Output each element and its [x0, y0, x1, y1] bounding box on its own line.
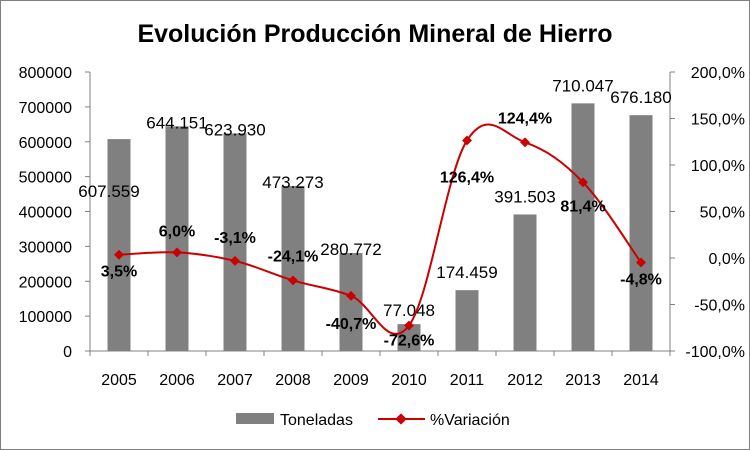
bar-data-label: 644.151 — [146, 113, 207, 132]
point-data-label: -40,7% — [326, 316, 377, 333]
y-left-tick-label: 100000 — [19, 309, 72, 326]
x-tick-label: 2012 — [507, 372, 543, 389]
bar-data-label: 280.772 — [320, 240, 381, 259]
y-left-tick-label: 200000 — [19, 274, 72, 291]
bar-data-label: 473.273 — [262, 173, 323, 192]
point-data-label: 6,0% — [159, 223, 195, 240]
x-tick-label: 2011 — [450, 372, 485, 389]
y-left-tick-label: 600000 — [19, 135, 72, 152]
point-data-label: -24,1% — [268, 248, 319, 265]
bar-2013 — [571, 103, 595, 351]
y-left-tick-label: 800000 — [19, 65, 72, 82]
bar-data-label: 607.559 — [78, 182, 139, 201]
point-data-label: 3,5% — [101, 264, 137, 281]
x-tick-label: 2010 — [391, 372, 427, 389]
bar-data-label: 77.048 — [383, 301, 435, 320]
bar-2011 — [455, 290, 479, 351]
y-right-tick-label: 200,0% — [691, 65, 745, 82]
y-left-tick-label: 400000 — [19, 205, 72, 222]
legend-label-toneladas: Toneladas — [280, 412, 353, 429]
point-marker-2007 — [230, 255, 240, 266]
bar-2007 — [223, 133, 247, 351]
x-tick-label: 2013 — [565, 372, 601, 389]
bar-2005 — [107, 139, 131, 351]
x-tick-label: 2005 — [101, 372, 137, 389]
chart-title: Evolución Producción Mineral de Hierro — [137, 20, 612, 48]
legend-label-variacion: %Variación — [430, 412, 510, 429]
y-right-tick-label: -100,0% — [685, 344, 745, 361]
bar-2008 — [281, 185, 305, 351]
point-marker-2014 — [636, 257, 646, 268]
point-data-label: 126,4% — [440, 169, 494, 186]
y-right-tick-label: -50,0% — [694, 298, 745, 315]
y-left-tick-label: 300000 — [19, 239, 72, 256]
legend-marker-variacion — [395, 413, 407, 425]
point-data-label: 81,4% — [560, 198, 605, 215]
bar-2009 — [339, 253, 363, 351]
point-marker-2006 — [172, 247, 182, 258]
y-right-tick-label: 150,0% — [691, 112, 745, 129]
point-data-label: -3,1% — [214, 230, 256, 247]
y-left-tick-label: 700000 — [19, 100, 72, 117]
point-data-label: 124,4% — [498, 110, 552, 127]
legend-swatch-toneladas — [236, 413, 274, 424]
bar-data-label: 676.180 — [610, 88, 671, 107]
line-variacion — [118, 123, 642, 335]
bar-data-label: 391.503 — [494, 187, 555, 206]
x-tick-label: 2007 — [217, 372, 253, 389]
x-tick-label: 2008 — [275, 372, 311, 389]
x-tick-label: 2006 — [159, 372, 195, 389]
y-left-tick-label: 500000 — [19, 170, 72, 187]
y-left-tick-label: 0 — [63, 344, 72, 361]
bar-2014 — [629, 115, 653, 352]
point-marker-2010 — [404, 320, 414, 331]
point-data-label: -72,6% — [384, 333, 435, 350]
legend: Toneladas %Variación — [236, 412, 510, 429]
point-marker-2008 — [288, 275, 298, 286]
bar-2006 — [165, 126, 189, 351]
point-marker-2009 — [346, 290, 356, 301]
point-marker-2012 — [520, 137, 530, 148]
point-data-label: -4,8% — [620, 271, 662, 288]
x-tick-label: 2009 — [333, 372, 369, 389]
point-marker-2011 — [462, 135, 472, 146]
plot-area: 0 100000 200000 300000 400000 500000 600000 700… — [19, 65, 745, 389]
bar-data-label: 174.459 — [436, 263, 497, 282]
x-tick-label: 2014 — [623, 372, 659, 389]
y-right-tick-label: 50,0% — [700, 205, 745, 222]
point-marker-2013 — [578, 177, 588, 188]
y-right-tick-label: 100,0% — [691, 158, 745, 175]
bar-data-label: 710.047 — [552, 76, 613, 95]
bar-2012 — [513, 214, 537, 351]
bar-data-label: 623.930 — [204, 120, 265, 139]
y-right-tick-label: 0,0% — [709, 251, 745, 268]
